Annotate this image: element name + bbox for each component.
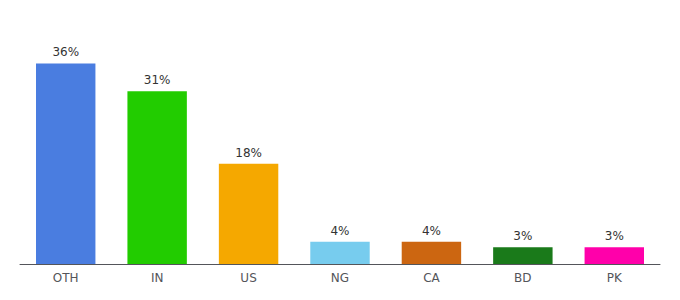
svg-text:31%: 31% [144, 73, 171, 87]
svg-text:PK: PK [607, 271, 623, 285]
svg-text:CA: CA [423, 271, 440, 285]
svg-text:BD: BD [514, 271, 531, 285]
svg-text:3%: 3% [605, 229, 624, 243]
svg-text:OTH: OTH [53, 271, 79, 285]
svg-text:US: US [240, 271, 256, 285]
svg-text:18%: 18% [235, 146, 262, 160]
svg-text:4%: 4% [422, 224, 441, 238]
svg-text:4%: 4% [330, 224, 349, 238]
svg-text:NG: NG [331, 271, 349, 285]
svg-text:36%: 36% [52, 45, 79, 59]
svg-text:IN: IN [151, 271, 164, 285]
svg-text:3%: 3% [513, 229, 532, 243]
